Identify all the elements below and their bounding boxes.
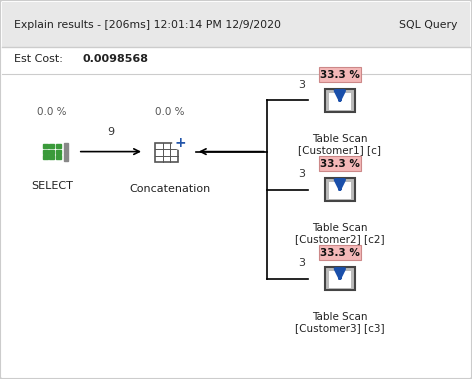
FancyBboxPatch shape [325,89,354,112]
Bar [56,155,61,159]
FancyBboxPatch shape [329,182,351,199]
Bar [56,150,61,153]
Circle shape [173,138,187,149]
Text: Concatenation: Concatenation [129,184,211,194]
Bar [50,150,54,153]
Text: +: + [174,136,186,150]
FancyBboxPatch shape [325,178,354,201]
FancyBboxPatch shape [319,156,361,171]
Text: 9: 9 [107,127,115,137]
Bar [42,150,48,153]
FancyBboxPatch shape [329,271,351,288]
Text: 3: 3 [299,80,306,90]
FancyBboxPatch shape [325,267,354,290]
Bar [56,144,61,148]
FancyBboxPatch shape [155,143,178,161]
FancyBboxPatch shape [319,67,361,82]
Text: Table Scan
[Customer3] [c3]: Table Scan [Customer3] [c3] [295,312,385,334]
Text: 33.3 %: 33.3 % [320,248,360,258]
Text: 0.0098568: 0.0098568 [83,54,149,64]
Text: Explain results - [206ms] 12:01:14 PM 12/9/2020: Explain results - [206ms] 12:01:14 PM 12… [14,20,281,30]
Bar [42,144,48,148]
Text: Table Scan
[Customer1] [c]: Table Scan [Customer1] [c] [298,134,381,155]
Bar [50,144,54,148]
Text: 0.0 %: 0.0 % [155,107,185,117]
Text: Table Scan
[Customer2] [c2]: Table Scan [Customer2] [c2] [295,223,385,244]
Text: 33.3 %: 33.3 % [320,159,360,169]
Text: Est Cost:: Est Cost: [14,54,63,64]
FancyBboxPatch shape [329,93,351,110]
Text: 3: 3 [299,258,306,268]
Text: SQL Query: SQL Query [399,20,458,30]
Bar [50,155,54,159]
FancyBboxPatch shape [319,245,361,260]
FancyBboxPatch shape [2,2,470,47]
Bar [42,155,48,159]
Text: 0.0 %: 0.0 % [37,107,67,117]
Text: SELECT: SELECT [31,181,73,191]
Text: 3: 3 [299,169,306,179]
Bar [64,143,68,161]
Text: 33.3 %: 33.3 % [320,70,360,80]
